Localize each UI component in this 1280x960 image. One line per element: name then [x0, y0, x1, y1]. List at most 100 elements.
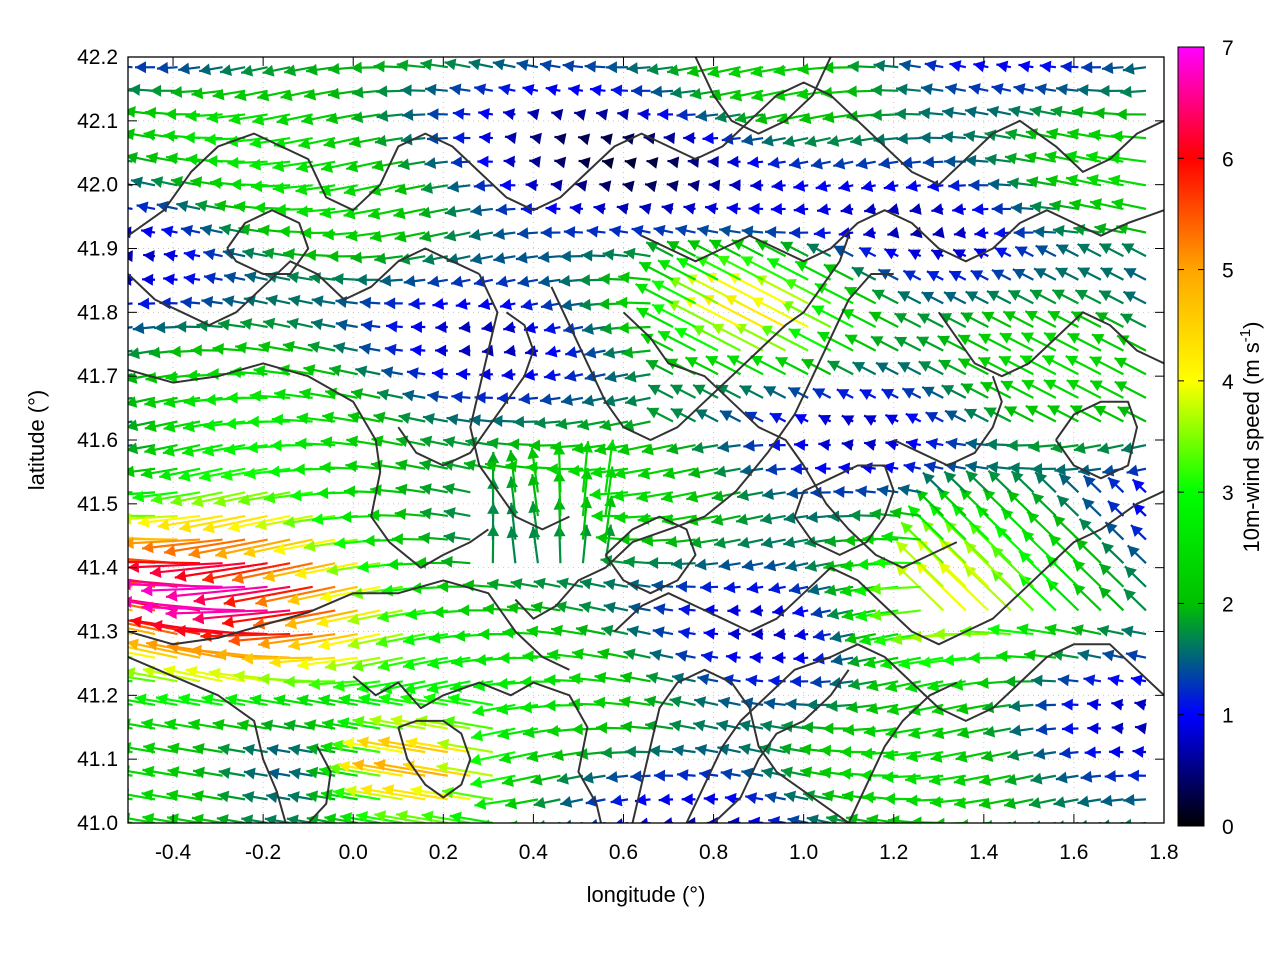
wind-vector-head	[273, 694, 286, 707]
wind-vector-head	[693, 384, 706, 396]
wind-vector-head	[498, 652, 510, 665]
wind-vector-head	[562, 60, 575, 73]
wind-vector-head	[941, 385, 955, 396]
wind-vector-shaft	[128, 65, 133, 69]
wind-vector-shaft	[128, 646, 178, 659]
wind-vector-head	[610, 794, 623, 807]
wind-vector-head	[1042, 355, 1055, 367]
wind-vector-head	[639, 202, 652, 215]
wind-vector-shaft	[128, 651, 156, 659]
wind-vector-head	[1004, 797, 1017, 810]
wind-vector-head	[526, 625, 539, 638]
wind-vector-shaft	[141, 606, 246, 612]
wind-vector-shaft	[915, 538, 967, 588]
wind-vector-head	[657, 260, 671, 271]
wind-vector-head	[980, 381, 994, 393]
wind-vector-head	[1125, 649, 1138, 662]
wind-vector-head	[981, 311, 995, 323]
wind-vector-head	[141, 789, 154, 801]
wind-vector-shaft	[577, 821, 583, 823]
wind-vector-head	[234, 89, 247, 102]
wind-vector-head	[378, 692, 391, 705]
wind-vector-head	[162, 444, 175, 457]
wind-vector-head	[141, 601, 153, 614]
wind-vector-head	[953, 249, 966, 261]
wind-vector-head	[1007, 749, 1020, 761]
colorbar-label-main: 10m-wind speed (m s	[1239, 342, 1264, 552]
wind-vector-shaft	[128, 746, 156, 754]
wind-vector-head	[64, 547, 76, 559]
wind-vector-head	[551, 624, 563, 637]
terrain-contour	[622, 311, 958, 569]
wind-vector-head	[909, 203, 922, 215]
wind-vector-head	[713, 536, 726, 549]
wind-vector-head	[1109, 746, 1121, 759]
wind-vector-head	[760, 720, 773, 733]
wind-vector-head	[818, 414, 832, 426]
y-axis-label: latitude (°)	[24, 390, 49, 491]
wind-vector-head	[728, 66, 741, 78]
wind-vector-head	[738, 719, 751, 732]
wind-vector-head	[919, 131, 931, 144]
wind-vector-head	[631, 225, 644, 237]
wind-vector-head	[400, 133, 413, 146]
wind-vector-head	[635, 283, 649, 295]
wind-vector-head	[319, 184, 332, 197]
wind-vector-head	[697, 673, 710, 686]
wind-vector-head	[504, 132, 517, 145]
wind-vector-head	[212, 342, 224, 355]
wind-vector-head	[958, 334, 971, 346]
wind-vector-head	[626, 625, 639, 638]
wind-vector-head	[74, 527, 86, 539]
wind-vector-head	[498, 83, 511, 96]
terrain-contour	[893, 375, 1003, 467]
y-tick-label: 41.0	[77, 812, 118, 835]
wind-vector-head	[944, 471, 957, 484]
wind-vector-head	[496, 392, 509, 405]
wind-vector-head	[419, 507, 432, 520]
wind-vector-head	[815, 462, 827, 475]
wind-vector-head	[994, 247, 1008, 259]
wind-vector-head	[151, 176, 164, 188]
wind-vector-head	[903, 270, 916, 282]
wind-vector-head	[1077, 795, 1090, 808]
wind-vector-head	[249, 158, 261, 171]
wind-vector-head	[847, 655, 860, 668]
wind-vector-head	[258, 224, 270, 237]
wind-vector-head	[141, 718, 154, 731]
wind-vector-head	[817, 203, 829, 216]
wind-vector-head	[977, 677, 989, 690]
wind-vector-head	[1051, 649, 1064, 661]
wind-vector-head	[617, 443, 630, 456]
wind-vector-head	[949, 270, 962, 282]
x-tick-label: 0.2	[429, 841, 458, 864]
wind-vector-head	[604, 370, 617, 383]
wind-vector-head	[789, 675, 802, 688]
wind-vector-head	[579, 577, 592, 590]
wind-vector-head	[650, 85, 663, 98]
wind-vector-head	[728, 628, 740, 640]
wind-vector-head	[203, 272, 216, 285]
wind-vector-head	[772, 604, 785, 617]
wind-vector-head	[938, 359, 952, 371]
wind-vector-head	[185, 665, 198, 678]
terrain-contour	[550, 235, 850, 441]
wind-vector-head	[1111, 130, 1123, 143]
wind-vector-head	[1066, 174, 1079, 187]
wind-vector-head	[598, 273, 610, 286]
wind-vector-head	[1026, 176, 1039, 189]
wind-vector-head	[287, 271, 299, 284]
wind-vector-head	[641, 534, 654, 547]
wind-vector-head	[324, 813, 337, 823]
wind-vector-head	[961, 818, 969, 823]
wind-vector-head	[1011, 471, 1024, 484]
wind-vector-head	[249, 693, 262, 706]
wind-vector-head	[263, 570, 276, 583]
wind-vector-head	[288, 294, 301, 307]
wind-vector-head	[1123, 589, 1137, 602]
wind-vector-head	[646, 63, 659, 76]
wind-vector-head	[926, 437, 938, 450]
wind-vector-head	[848, 678, 861, 691]
wind-vector-head	[922, 386, 935, 398]
wind-vector-head	[1098, 84, 1110, 97]
